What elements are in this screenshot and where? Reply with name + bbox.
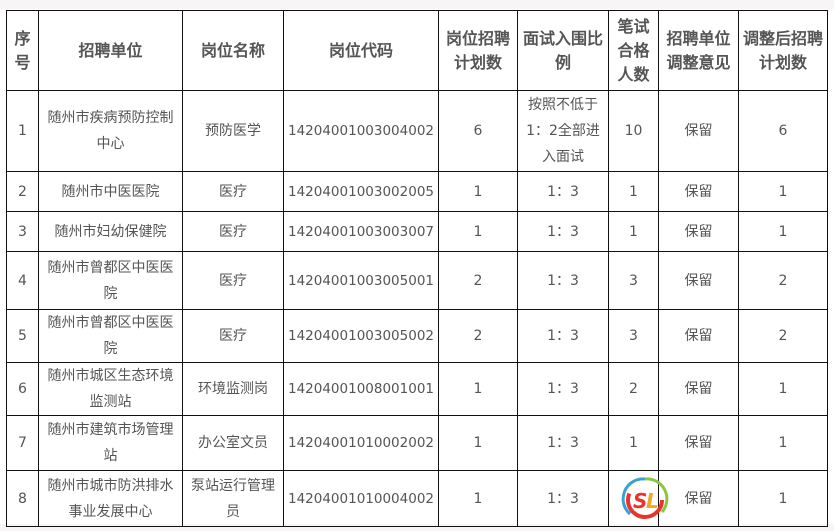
seq-cell: 2 bbox=[6, 171, 39, 212]
seq-cell: 8 bbox=[6, 470, 39, 527]
unit-cell: 随州市城市防洪排水事业发展中心 bbox=[38, 470, 183, 527]
bottom-band bbox=[0, 524, 834, 531]
adjusted-cell: 1 bbox=[738, 362, 828, 416]
code-cell: 14204001008001001 bbox=[283, 362, 439, 416]
passed-cell: 1 bbox=[608, 415, 659, 471]
plan-cell: 1 bbox=[438, 171, 518, 212]
plan-cell: 1 bbox=[438, 362, 518, 416]
unit-cell: 随州市城区生态环境监测站 bbox=[38, 362, 183, 416]
opinion-cell: 保留 bbox=[658, 90, 739, 172]
position-cell: 办公室文员 bbox=[182, 415, 284, 471]
code-cell: 14204001003005002 bbox=[283, 309, 439, 363]
plan-cell: 2 bbox=[438, 309, 518, 363]
position-cell: 环境监测岗 bbox=[182, 362, 284, 416]
header-adjusted: 调整后招聘计划数 bbox=[738, 10, 828, 91]
svg-text:L: L bbox=[646, 489, 659, 513]
opinion-cell: 保留 bbox=[658, 251, 739, 310]
code-cell: 14204001010002002 bbox=[283, 415, 439, 471]
unit-cell: 随州市疾病预防控制中心 bbox=[38, 90, 183, 172]
adjusted-cell: 6 bbox=[738, 90, 828, 172]
table-row: 1 随州市疾病预防控制中心 预防医学 14204001003004002 6 按照不低于1… bbox=[6, 90, 828, 172]
seq-cell: 3 bbox=[6, 211, 39, 252]
table-row: 5 随州市曾都区中医医院 医疗 14204001003005002 2 1：3 3 保留 2 bbox=[6, 309, 828, 363]
header-passed: 笔试合格人数 bbox=[608, 10, 659, 91]
adjusted-cell: 1 bbox=[738, 171, 828, 212]
plan-cell: 2 bbox=[438, 251, 518, 310]
unit-cell: 随州市曾都区中医医院 bbox=[38, 309, 183, 363]
position-cell: 医疗 bbox=[182, 211, 284, 252]
table-row: 7 随州市建筑市场管理站 办公室文员 14204001010002002 1 1：3 1 保留… bbox=[6, 415, 828, 471]
top-band bbox=[0, 0, 834, 9]
passed-cell: 3 bbox=[608, 309, 659, 363]
header-code: 岗位代码 bbox=[283, 10, 439, 91]
table-row: 6 随州市城区生态环境监测站 环境监测岗 14204001008001001 1 1：3 2… bbox=[6, 362, 828, 416]
adjusted-cell: 1 bbox=[738, 415, 828, 471]
ratio-cell: 1：3 bbox=[517, 362, 609, 416]
seq-cell: 1 bbox=[6, 90, 39, 172]
plan-cell: 1 bbox=[438, 415, 518, 471]
seq-cell: 6 bbox=[6, 362, 39, 416]
table-row: 8 随州市城市防洪排水事业发展中心 泵站运行管理员 14204001010004002… bbox=[6, 470, 828, 527]
position-cell: 泵站运行管理员 bbox=[182, 470, 284, 527]
ratio-cell: 1：3 bbox=[517, 309, 609, 363]
adjusted-cell: 2 bbox=[738, 251, 828, 310]
unit-cell: 随州市中医医院 bbox=[38, 171, 183, 212]
passed-cell: 3 bbox=[608, 251, 659, 310]
code-cell: 14204001003003007 bbox=[283, 211, 439, 252]
code-cell: 14204001010004002 bbox=[283, 470, 439, 527]
opinion-cell: 保留 bbox=[658, 362, 739, 416]
plan-cell: 6 bbox=[438, 90, 518, 172]
seq-cell: 5 bbox=[6, 309, 39, 363]
table-row: 4 随州市曾都区中医医院 医疗 14204001003005001 2 1：3 3 保留 2 bbox=[6, 251, 828, 310]
unit-cell: 随州市妇幼保健院 bbox=[38, 211, 183, 252]
seq-cell: 4 bbox=[6, 251, 39, 310]
adjusted-cell: 2 bbox=[738, 309, 828, 363]
passed-cell: 10 bbox=[608, 90, 659, 172]
table-row: 3 随州市妇幼保健院 医疗 14204001003003007 1 1：3 1 保留 1 bbox=[6, 211, 828, 252]
header-plan: 岗位招聘计划数 bbox=[438, 10, 518, 91]
opinion-cell: 保留 bbox=[658, 309, 739, 363]
unit-cell: 随州市建筑市场管理站 bbox=[38, 415, 183, 471]
header-position: 岗位名称 bbox=[182, 10, 284, 91]
position-cell: 医疗 bbox=[182, 309, 284, 363]
plan-cell: 1 bbox=[438, 470, 518, 527]
watermark-logo: S L bbox=[621, 477, 669, 519]
passed-cell: 1 bbox=[608, 211, 659, 252]
opinion-cell: 保留 bbox=[658, 415, 739, 471]
header-unit: 招聘单位 bbox=[38, 10, 183, 91]
passed-cell: 1 bbox=[608, 171, 659, 212]
ratio-cell: 1：3 bbox=[517, 171, 609, 212]
table-row: 2 随州市中医医院 医疗 14204001003002005 1 1：3 1 保留 1 bbox=[6, 171, 828, 212]
adjusted-cell: 1 bbox=[738, 470, 828, 527]
position-cell: 医疗 bbox=[182, 171, 284, 212]
ratio-cell: 1：3 bbox=[517, 415, 609, 471]
svg-text:S: S bbox=[633, 489, 647, 513]
header-seq: 序号 bbox=[6, 10, 39, 91]
passed-cell: 2 bbox=[608, 362, 659, 416]
adjusted-cell: 1 bbox=[738, 211, 828, 252]
plan-cell: 1 bbox=[438, 211, 518, 252]
code-cell: 14204001003004002 bbox=[283, 90, 439, 172]
ratio-cell: 1：3 bbox=[517, 470, 609, 527]
unit-cell: 随州市曾都区中医医院 bbox=[38, 251, 183, 310]
recruitment-table: 序号 招聘单位 岗位名称 岗位代码 岗位招聘计划数 面试入围比例 笔试合格人数 招聘单位调整意… bbox=[6, 10, 828, 527]
opinion-cell: 保留 bbox=[658, 470, 739, 527]
code-cell: 14204001003005001 bbox=[283, 251, 439, 310]
code-cell: 14204001003002005 bbox=[283, 171, 439, 212]
opinion-cell: 保留 bbox=[658, 171, 739, 212]
header-row: 序号 招聘单位 岗位名称 岗位代码 岗位招聘计划数 面试入围比例 笔试合格人数 招聘单位调整意… bbox=[6, 10, 828, 91]
header-opinion: 招聘单位调整意见 bbox=[658, 10, 739, 91]
opinion-cell: 保留 bbox=[658, 211, 739, 252]
position-cell: 医疗 bbox=[182, 251, 284, 310]
seq-cell: 7 bbox=[6, 415, 39, 471]
ratio-cell: 1：3 bbox=[517, 211, 609, 252]
header-ratio: 面试入围比例 bbox=[517, 10, 609, 91]
ratio-cell: 按照不低于1：2全部进入面试 bbox=[517, 90, 609, 172]
ratio-cell: 1：3 bbox=[517, 251, 609, 310]
position-cell: 预防医学 bbox=[182, 90, 284, 172]
